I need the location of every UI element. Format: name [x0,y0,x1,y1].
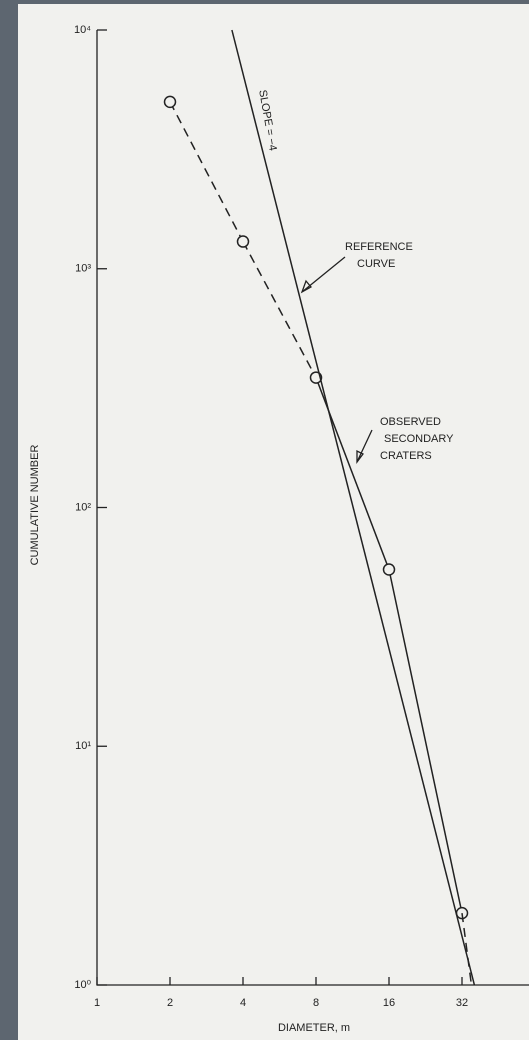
segment [242,241,317,378]
marker [163,95,177,109]
annotation: SECONDARY [384,433,454,445]
y-axis-label: CUMULATIVE NUMBER [29,445,41,566]
paper [18,4,529,1040]
annotation: CRATERS [380,450,432,462]
x-tick-label: 1 [94,997,100,1009]
y-tick-label: 10⁴ [74,24,91,36]
y-tick-label: 10¹ [75,740,91,752]
x-tick-label: 32 [456,997,468,1009]
y-tick-label: 10³ [75,263,91,275]
annotation-arrows [300,256,373,464]
x-tick-label: 16 [383,997,395,1009]
segment [231,29,476,986]
annotation: REFERENCE [345,241,413,253]
annotation: CURVE [357,258,395,270]
y-tick-label: 10⁰ [74,979,91,991]
y-tick-label: 10² [75,501,91,513]
x-tick-label: 2 [167,997,173,1009]
annotation: OBSERVED [380,416,441,428]
marker [236,235,250,248]
segment [388,569,463,914]
marker [382,563,396,576]
x-axis-label: DIAMETER, m [278,1022,350,1034]
segment [169,101,244,242]
x-tick-label: 4 [240,997,246,1009]
segment [461,913,473,986]
x-tick-label: 8 [313,997,319,1009]
